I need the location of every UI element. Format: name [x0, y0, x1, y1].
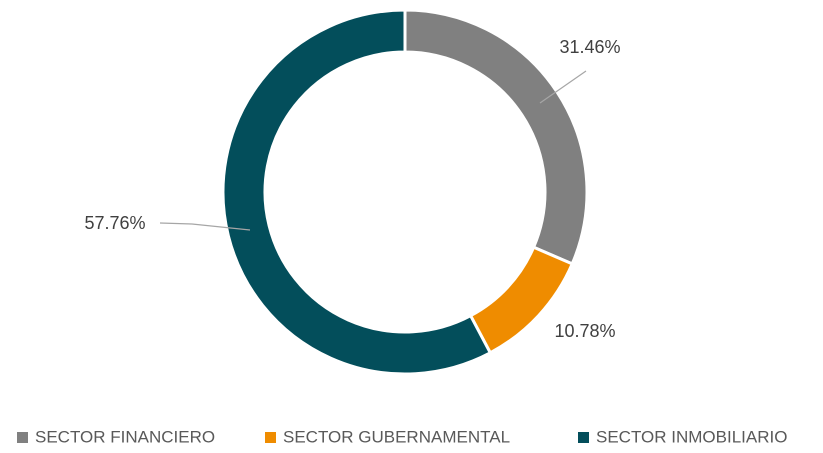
legend-label: SECTOR GUBERNAMENTAL	[283, 427, 510, 446]
data-label: 31.46%	[559, 37, 620, 57]
data-label: 10.78%	[554, 321, 615, 341]
leader-line	[159, 222, 251, 231]
donut-slice	[221, 8, 493, 376]
legend-swatch	[265, 432, 276, 443]
legend-swatch	[578, 432, 589, 443]
legend-label: SECTOR INMOBILIARIO	[596, 427, 787, 446]
legend-label: SECTOR FINANCIERO	[35, 427, 215, 446]
data-label: 57.76%	[84, 213, 145, 233]
legend-swatch	[17, 432, 28, 443]
leader-line	[539, 70, 587, 104]
